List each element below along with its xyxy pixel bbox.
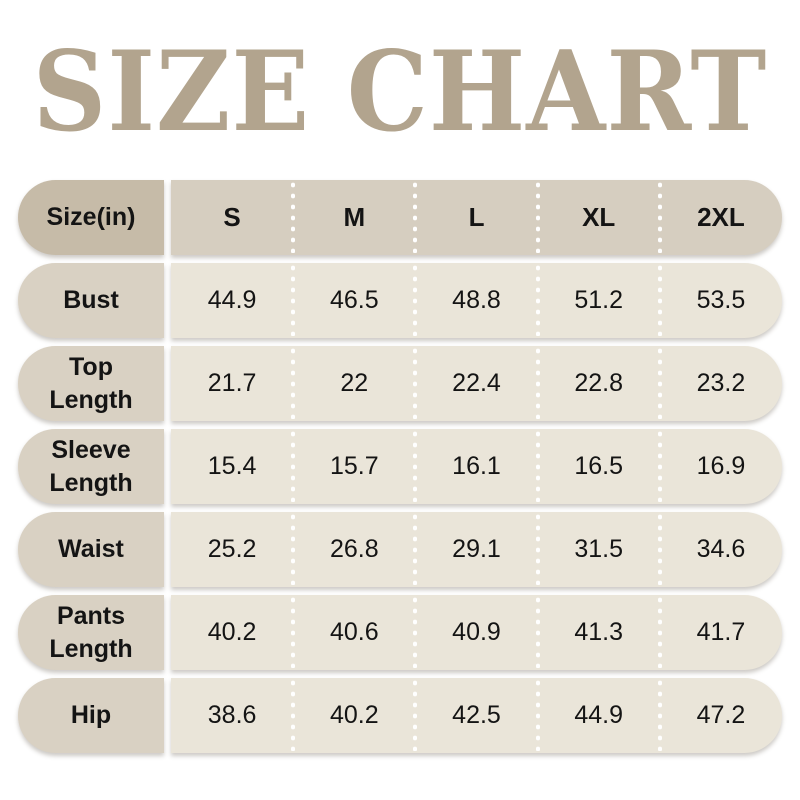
value-cell: 47.2 (657, 678, 782, 753)
row-label: Sleeve Length (18, 429, 164, 504)
table-row-sleeve-length: Sleeve Length 15.4 15.7 16.1 16.5 16.9 (18, 429, 782, 504)
value-cell: 48.8 (413, 263, 537, 338)
row-values: 44.9 46.5 48.8 51.2 53.5 (171, 263, 782, 338)
column-header-2xl: 2XL (657, 180, 782, 255)
value-cell: 41.3 (535, 595, 660, 670)
value-cell: 22.4 (413, 346, 537, 421)
value-cell: 26.8 (291, 512, 415, 587)
value-cell: 15.7 (291, 429, 415, 504)
value-cell: 29.1 (413, 512, 537, 587)
value-cell: 25.2 (207, 535, 257, 563)
header-columns: S M L XL 2XL (171, 180, 782, 255)
value-cell: 22.8 (535, 346, 660, 421)
row-values: 21.7 22 22.4 22.8 23.2 (171, 346, 782, 421)
value-cell: 16.5 (535, 429, 660, 504)
value-cell: 31.5 (535, 512, 660, 587)
row-label: Waist (18, 512, 164, 587)
value-cell: 15.4 (207, 452, 257, 480)
size-chart-table: Size(in) S M L XL 2XL Bust 44.9 46.5 48.… (18, 180, 782, 753)
table-header-row: Size(in) S M L XL 2XL (18, 180, 782, 255)
column-header-l: L (413, 180, 537, 255)
value-cell: 44.9 (535, 678, 660, 753)
value-cell: 40.2 (207, 618, 257, 646)
table-row-hip: Hip 38.6 40.2 42.5 44.9 47.2 (18, 678, 782, 753)
value-cell: 41.7 (657, 595, 782, 670)
value-cell: 21.7 (207, 369, 257, 397)
value-cell: 16.1 (413, 429, 537, 504)
value-cell: 40.9 (413, 595, 537, 670)
row-values: 38.6 40.2 42.5 44.9 47.2 (171, 678, 782, 753)
value-cell: 46.5 (291, 263, 415, 338)
value-cell: 40.2 (291, 678, 415, 753)
value-cell: 44.9 (207, 286, 257, 314)
row-label: Pants Length (18, 595, 164, 670)
header-label-cell: Size(in) (18, 180, 164, 255)
value-cell: 23.2 (657, 346, 782, 421)
table-row-bust: Bust 44.9 46.5 48.8 51.2 53.5 (18, 263, 782, 338)
page-title: SIZE CHART (32, 27, 768, 157)
row-values: 15.4 15.7 16.1 16.5 16.9 (171, 429, 782, 504)
row-values: 25.2 26.8 29.1 31.5 34.6 (171, 512, 782, 587)
column-header-m: M (291, 180, 415, 255)
table-row-pants-length: Pants Length 40.2 40.6 40.9 41.3 41.7 (18, 595, 782, 670)
value-cell: 42.5 (413, 678, 537, 753)
column-header-xl: XL (535, 180, 660, 255)
value-cell: 34.6 (657, 512, 782, 587)
value-cell: 38.6 (207, 701, 257, 729)
row-values: 40.2 40.6 40.9 41.3 41.7 (171, 595, 782, 670)
row-label: Top Length (18, 346, 164, 421)
value-cell: 22 (291, 346, 415, 421)
row-label: Bust (18, 263, 164, 338)
value-cell: 16.9 (657, 429, 782, 504)
column-header-s: S (223, 202, 241, 232)
table-row-top-length: Top Length 21.7 22 22.4 22.8 23.2 (18, 346, 782, 421)
value-cell: 51.2 (535, 263, 660, 338)
row-label: Hip (18, 678, 164, 753)
value-cell: 53.5 (657, 263, 782, 338)
value-cell: 40.6 (291, 595, 415, 670)
table-row-waist: Waist 25.2 26.8 29.1 31.5 34.6 (18, 512, 782, 587)
